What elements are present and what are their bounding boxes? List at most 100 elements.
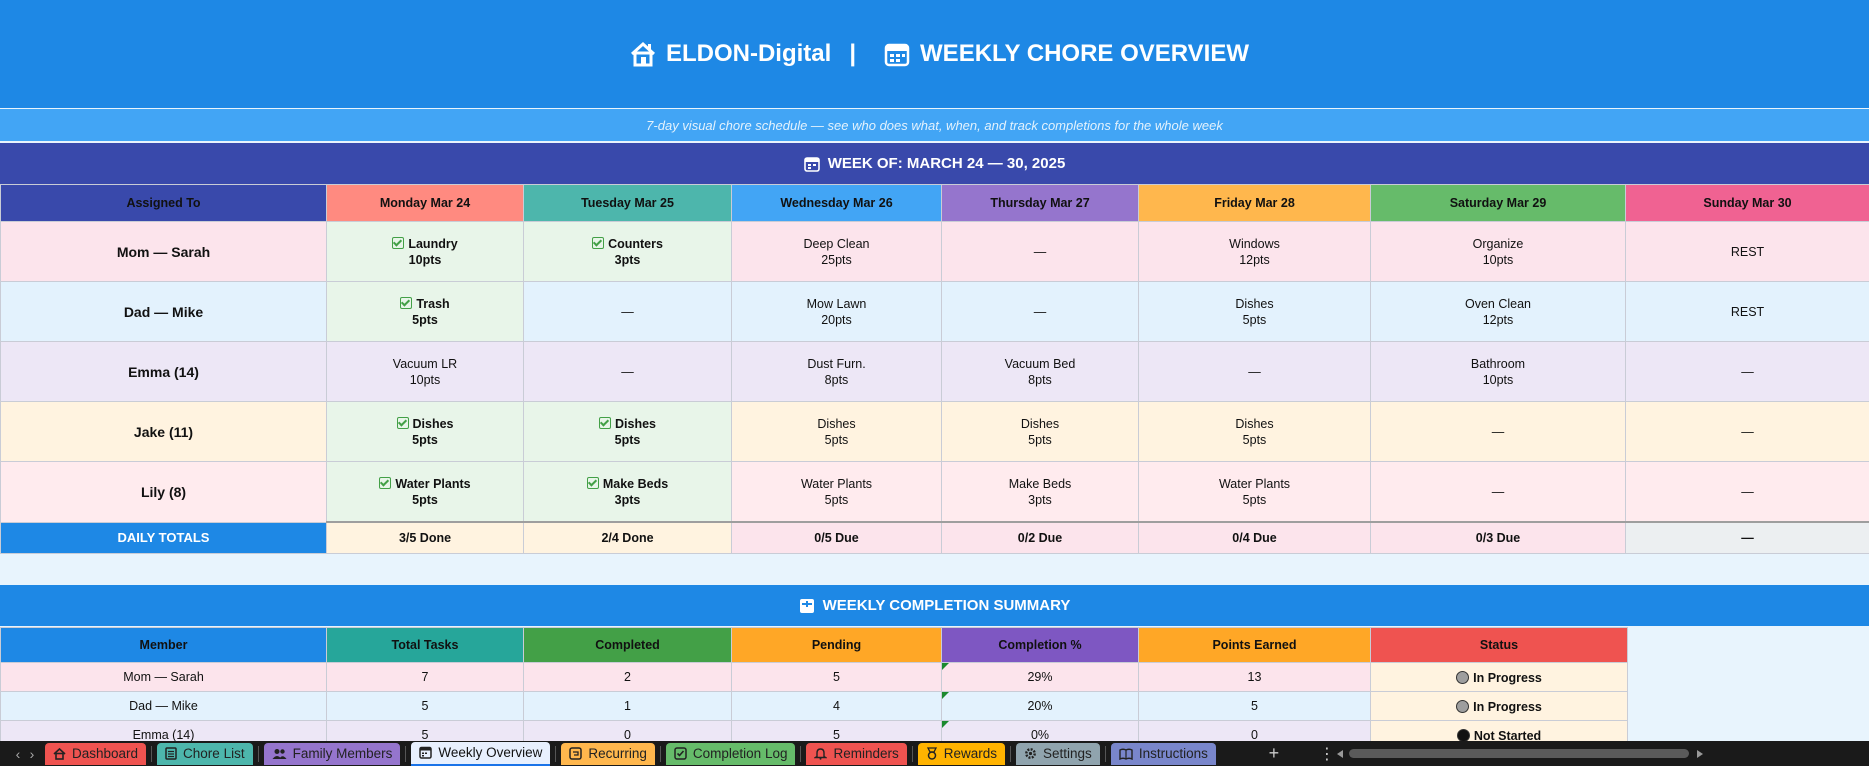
daily-total-cell[interactable]: 0/4 Due xyxy=(1138,521,1371,554)
chore-cell[interactable]: Water Plants 5pts xyxy=(326,461,524,523)
chore-cell[interactable]: — xyxy=(523,341,732,402)
more-options-icon[interactable]: ⋮ xyxy=(1318,745,1335,763)
sheet-tab-dashboard[interactable]: Dashboard xyxy=(45,742,147,765)
member-name-cell[interactable]: Emma (14) xyxy=(0,341,327,402)
chore-cell[interactable]: Vacuum Bed 8pts xyxy=(941,341,1139,402)
chore-cell[interactable]: Water Plants 5pts xyxy=(731,461,942,523)
scroll-tabs-right-icon[interactable]: › xyxy=(29,745,35,762)
summary-total-cell[interactable]: 5 xyxy=(326,691,524,721)
chore-cell[interactable]: Dust Furn. 8pts xyxy=(731,341,942,402)
summary-status-cell[interactable]: In Progress xyxy=(1370,662,1628,692)
summary-total-cell[interactable]: 5 xyxy=(326,720,524,741)
daily-total-cell[interactable]: 0/3 Due xyxy=(1370,521,1626,554)
chore-cell[interactable]: — xyxy=(1625,341,1869,402)
chore-cell[interactable]: — xyxy=(1370,461,1626,523)
sheet-tab-rewards[interactable]: Rewards xyxy=(917,742,1006,765)
horizontal-scrollbar[interactable] xyxy=(1336,749,1703,758)
summary-member-cell[interactable]: Dad — Mike xyxy=(0,691,327,721)
chore-cell[interactable]: REST xyxy=(1625,221,1869,282)
day-header-saturday[interactable]: Saturday Mar 29 xyxy=(1370,184,1626,222)
summary-pending-cell[interactable]: 5 xyxy=(731,662,942,692)
daily-total-cell[interactable]: — xyxy=(1625,521,1869,554)
add-sheet-icon[interactable]: + xyxy=(1268,743,1280,763)
chore-cell[interactable]: — xyxy=(1625,401,1869,462)
member-name-cell[interactable]: Mom — Sarah xyxy=(0,221,327,282)
chore-cell[interactable]: Dishes 5pts xyxy=(941,401,1139,462)
completed-header[interactable]: Completed xyxy=(523,627,732,663)
daily-total-cell[interactable]: 3/5 Done xyxy=(326,521,524,554)
day-header-wednesday[interactable]: Wednesday Mar 26 xyxy=(731,184,942,222)
chore-cell[interactable]: Oven Clean 12pts xyxy=(1370,281,1626,342)
summary-status-cell[interactable]: Not Started xyxy=(1370,720,1628,741)
summary-member-cell[interactable]: Mom — Sarah xyxy=(0,662,327,692)
sheet-tab-weekly-overview[interactable]: Weekly Overview xyxy=(411,741,551,766)
daily-total-cell[interactable]: 0/5 Due xyxy=(731,521,942,554)
sheet-tab-completion-log[interactable]: Completion Log xyxy=(665,742,796,765)
summary-pct-cell[interactable]: 29% xyxy=(941,662,1139,692)
chore-cell[interactable]: Trash 5pts xyxy=(326,281,524,342)
completion-pct-header[interactable]: Completion % xyxy=(941,627,1139,663)
chore-cell[interactable]: — xyxy=(523,281,732,342)
sheet-tab-reminders[interactable]: Reminders xyxy=(806,742,907,765)
chore-task-label: Mow Lawn xyxy=(806,296,867,311)
points-earned-header[interactable]: Points Earned xyxy=(1138,627,1371,663)
chore-cell[interactable]: Water Plants 5pts xyxy=(1138,461,1371,523)
member-name-cell[interactable]: Lily (8) xyxy=(0,461,327,523)
pending-header[interactable]: Pending xyxy=(731,627,942,663)
chore-cell[interactable]: Make Beds 3pts xyxy=(941,461,1139,523)
summary-member-cell[interactable]: Emma (14) xyxy=(0,720,327,741)
summary-completed-cell[interactable]: 0 xyxy=(523,720,732,741)
chore-cell[interactable]: — xyxy=(1625,461,1869,523)
daily-total-cell[interactable]: 0/2 Due xyxy=(941,521,1139,554)
chore-cell[interactable]: Bathroom 10pts xyxy=(1370,341,1626,402)
chore-cell[interactable]: Dishes 5pts xyxy=(731,401,942,462)
total-tasks-header[interactable]: Total Tasks xyxy=(326,627,524,663)
summary-completed-cell[interactable]: 2 xyxy=(523,662,732,692)
summary-pct-cell[interactable]: 0% xyxy=(941,720,1139,741)
chore-cell[interactable]: Laundry 10pts xyxy=(326,221,524,282)
chore-cell[interactable]: Dishes 5pts xyxy=(523,401,732,462)
summary-total-cell[interactable]: 7 xyxy=(326,662,524,692)
member-header[interactable]: Member xyxy=(0,627,327,663)
assigned-to-header[interactable]: Assigned To xyxy=(0,184,327,222)
chore-cell[interactable]: — xyxy=(1370,401,1626,462)
summary-points-cell[interactable]: 5 xyxy=(1138,691,1371,721)
sheet-tab-family-members[interactable]: Family Members xyxy=(263,742,401,765)
chore-cell[interactable]: Dishes 5pts xyxy=(1138,281,1371,342)
summary-points-cell[interactable]: 13 xyxy=(1138,662,1371,692)
chore-cell[interactable]: Organize 10pts xyxy=(1370,221,1626,282)
chore-cell[interactable]: Counters 3pts xyxy=(523,221,732,282)
scroll-tabs-left-icon[interactable]: ‹ xyxy=(15,745,21,762)
sheet-tab-chore-list[interactable]: Chore List xyxy=(157,742,253,765)
day-header-friday[interactable]: Friday Mar 28 xyxy=(1138,184,1371,222)
chore-cell[interactable]: Make Beds 3pts xyxy=(523,461,732,523)
daily-total-cell[interactable]: 2/4 Done xyxy=(523,521,732,554)
chore-cell[interactable]: — xyxy=(941,221,1139,282)
summary-completed-cell[interactable]: 1 xyxy=(523,691,732,721)
day-header-sunday[interactable]: Sunday Mar 30 xyxy=(1625,184,1869,222)
daily-totals-label[interactable]: DAILY TOTALS xyxy=(0,521,327,554)
chore-cell[interactable]: Dishes 5pts xyxy=(326,401,524,462)
chore-cell[interactable]: Dishes 5pts xyxy=(1138,401,1371,462)
summary-points-cell[interactable]: 0 xyxy=(1138,720,1371,741)
chore-cell[interactable]: Vacuum LR 10pts xyxy=(326,341,524,402)
summary-pending-cell[interactable]: 4 xyxy=(731,691,942,721)
summary-pending-cell[interactable]: 5 xyxy=(731,720,942,741)
sheet-tab-settings[interactable]: Settings xyxy=(1016,742,1100,765)
day-header-monday[interactable]: Monday Mar 24 xyxy=(326,184,524,222)
member-name-cell[interactable]: Dad — Mike xyxy=(0,281,327,342)
day-header-thursday[interactable]: Thursday Mar 27 xyxy=(941,184,1139,222)
day-header-tuesday[interactable]: Tuesday Mar 25 xyxy=(523,184,732,222)
summary-status-cell[interactable]: In Progress xyxy=(1370,691,1628,721)
chore-cell[interactable]: Mow Lawn 20pts xyxy=(731,281,942,342)
chore-cell[interactable]: Deep Clean 25pts xyxy=(731,221,942,282)
summary-pct-cell[interactable]: 20% xyxy=(941,691,1139,721)
sheet-tab-recurring[interactable]: Recurring xyxy=(561,742,655,765)
member-name-cell[interactable]: Jake (11) xyxy=(0,401,327,462)
chore-cell[interactable]: — xyxy=(1138,341,1371,402)
chore-cell[interactable]: Windows 12pts xyxy=(1138,221,1371,282)
chore-cell[interactable]: — xyxy=(941,281,1139,342)
sheet-tab-instructions[interactable]: Instructions xyxy=(1110,742,1216,765)
chore-cell[interactable]: REST xyxy=(1625,281,1869,342)
status-header[interactable]: Status xyxy=(1370,627,1628,663)
